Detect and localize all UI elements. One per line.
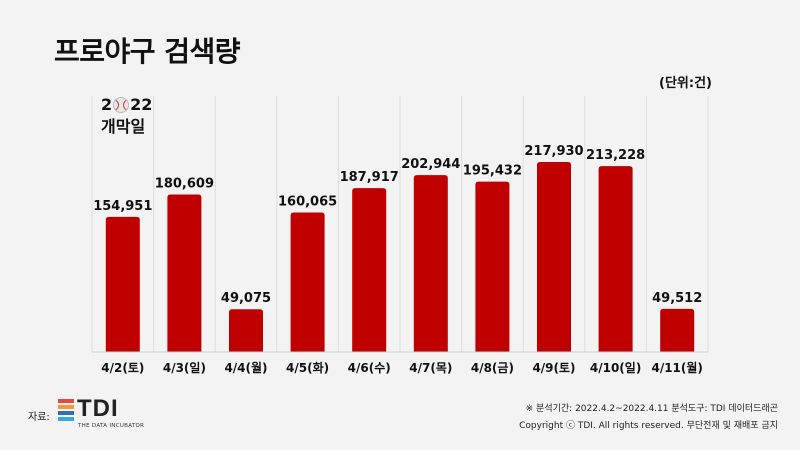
data-label: 49,075 [221,291,271,306]
logo-subtitle: THE DATA INCUBATOR [78,423,145,429]
copyright: Copyright ⓒ TDI. All rights reserved. 무단… [519,421,778,431]
bar [413,175,448,352]
x-tick-label: 4/4(월) [224,360,267,375]
chart-title: 프로야구 검색량 [54,35,241,68]
opening-day-note: 2 22 개막일 [101,94,152,138]
x-tick-label: 4/7(목) [409,361,452,375]
bar [660,308,695,352]
data-label: 160,065 [278,194,337,209]
year-start: 2 [101,95,113,114]
logo-text: TDI [77,395,119,422]
unit-label: (단위:건) [659,76,712,91]
data-label: 180,609 [155,177,214,192]
bar [229,309,263,352]
bar [598,166,633,352]
source-label: 자료: [28,412,50,423]
tdi-logo: TDI THE DATA INCUBATOR [58,395,148,434]
data-label: 49,512 [652,291,702,306]
year-end: 22 [130,95,153,114]
data-label: 202,944 [401,157,460,172]
x-tick-label: 4/11(월) [651,360,702,375]
bar [352,188,387,352]
x-tick-label: 4/9(토) [532,361,575,375]
bar-chart: 154,951 4/2(토) 180,609 4/3(일) 49,075 4/4(월) 16… [91,96,709,375]
data-label: 217,930 [524,144,583,159]
data-label: 213,228 [586,148,645,163]
year-2022: 2 22 [101,94,152,116]
data-label: 195,432 [463,164,522,179]
bar [105,216,140,352]
x-tick-label: 4/10(일) [590,361,641,375]
x-tick-label: 4/3(일) [163,361,206,375]
x-tick-label: 4/8(금) [471,361,514,375]
bar [290,212,325,352]
data-label: 187,917 [340,170,399,185]
bar [537,162,571,352]
x-tick-label: 4/6(수) [348,361,391,375]
bar [475,181,510,352]
x-tick-label: 4/2(토) [101,361,144,375]
bar [167,194,202,352]
data-label: 154,951 [93,199,152,214]
baseball-icon [113,97,130,113]
analysis-period: ※ 분석기간: 2022.4.2~2022.4.11 분석도구: TDI 데이터… [525,404,778,414]
x-tick-label: 4/5(화) [286,360,329,375]
opening-day-label: 개막일 [101,117,146,136]
